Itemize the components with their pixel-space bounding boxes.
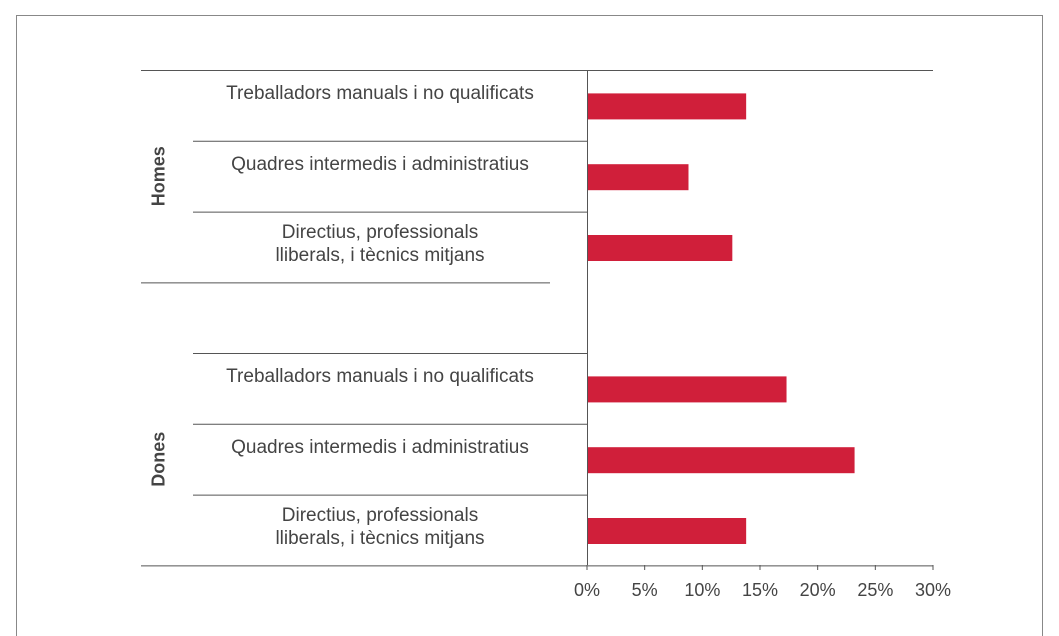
bar bbox=[587, 235, 733, 261]
x-tick-label: 5% bbox=[632, 580, 658, 600]
bar bbox=[587, 447, 855, 474]
bar bbox=[587, 518, 747, 544]
x-tick-label: 0% bbox=[574, 580, 600, 600]
category-label: Quadres intermedis i administratius bbox=[231, 153, 529, 175]
bar bbox=[587, 164, 689, 191]
frame bbox=[16, 15, 1043, 636]
group-label: Homes bbox=[149, 146, 169, 206]
category-label: Directius, professionals lliberals, i tè… bbox=[275, 221, 485, 266]
x-tick-label: 20% bbox=[800, 580, 836, 600]
category-label: Treballadors manuals i no qualificats bbox=[226, 82, 534, 104]
x-tick-label: 10% bbox=[684, 580, 720, 600]
bar bbox=[587, 376, 787, 403]
category-label: Quadres intermedis i administratius bbox=[231, 436, 529, 458]
category-label: Treballadors manuals i no qualificats bbox=[226, 365, 534, 387]
category-label: Directius, professionals lliberals, i tè… bbox=[275, 504, 485, 549]
x-tick-label: 15% bbox=[742, 580, 778, 600]
bar bbox=[587, 93, 747, 120]
group-label: Dones bbox=[149, 432, 169, 487]
x-tick-label: 30% bbox=[915, 580, 951, 600]
x-tick-label: 25% bbox=[857, 580, 893, 600]
